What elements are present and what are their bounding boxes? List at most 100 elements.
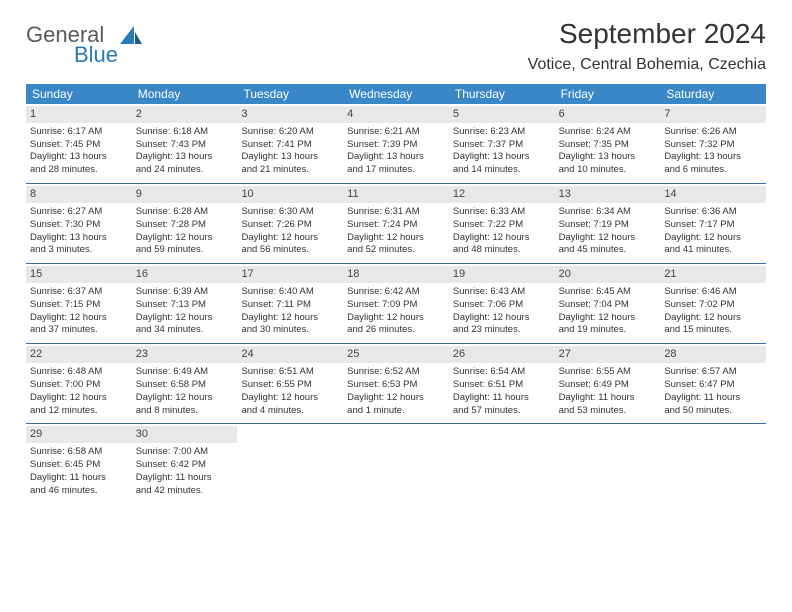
sunrise-text: Sunrise: 6:34 AM xyxy=(559,206,657,219)
daylight-text: Daylight: 11 hours xyxy=(30,472,128,485)
daylight-text: and 1 minute. xyxy=(347,405,445,418)
sunrise-text: Sunrise: 6:57 AM xyxy=(664,366,762,379)
sunset-text: Sunset: 7:37 PM xyxy=(453,139,551,152)
calendar-cell: 13Sunrise: 6:34 AMSunset: 7:19 PMDayligh… xyxy=(555,184,661,263)
day-number: 15 xyxy=(26,266,132,283)
sunset-text: Sunset: 7:39 PM xyxy=(347,139,445,152)
calendar: SundayMondayTuesdayWednesdayThursdayFrid… xyxy=(26,84,766,503)
sunrise-text: Sunrise: 7:00 AM xyxy=(136,446,234,459)
calendar-cell: 16Sunrise: 6:39 AMSunset: 7:13 PMDayligh… xyxy=(132,264,238,343)
day-number: 29 xyxy=(26,426,132,443)
sunset-text: Sunset: 7:22 PM xyxy=(453,219,551,232)
daylight-text: Daylight: 13 hours xyxy=(664,151,762,164)
daylight-text: Daylight: 12 hours xyxy=(30,312,128,325)
day-number: 30 xyxy=(132,426,238,443)
calendar-week: 1Sunrise: 6:17 AMSunset: 7:45 PMDaylight… xyxy=(26,104,766,184)
sunset-text: Sunset: 6:42 PM xyxy=(136,459,234,472)
day-number: 17 xyxy=(237,266,343,283)
day-number: 26 xyxy=(449,346,555,363)
calendar-cell: 7Sunrise: 6:26 AMSunset: 7:32 PMDaylight… xyxy=(660,104,766,183)
daylight-text: and 24 minutes. xyxy=(136,164,234,177)
title-block: September 2024 Votice, Central Bohemia, … xyxy=(528,18,766,74)
sunset-text: Sunset: 7:30 PM xyxy=(30,219,128,232)
sunrise-text: Sunrise: 6:52 AM xyxy=(347,366,445,379)
sunset-text: Sunset: 7:24 PM xyxy=(347,219,445,232)
daylight-text: and 41 minutes. xyxy=(664,244,762,257)
sunset-text: Sunset: 7:19 PM xyxy=(559,219,657,232)
sunrise-text: Sunrise: 6:43 AM xyxy=(453,286,551,299)
daylight-text: and 57 minutes. xyxy=(453,405,551,418)
sunset-text: Sunset: 7:13 PM xyxy=(136,299,234,312)
daylight-text: and 23 minutes. xyxy=(453,324,551,337)
calendar-cell: 24Sunrise: 6:51 AMSunset: 6:55 PMDayligh… xyxy=(237,344,343,423)
weekday-header: Friday xyxy=(555,84,661,104)
header: General Blue September 2024 Votice, Cent… xyxy=(26,18,766,74)
calendar-cell: 9Sunrise: 6:28 AMSunset: 7:28 PMDaylight… xyxy=(132,184,238,263)
day-number: 20 xyxy=(555,266,661,283)
daylight-text: Daylight: 13 hours xyxy=(30,151,128,164)
sunset-text: Sunset: 7:35 PM xyxy=(559,139,657,152)
calendar-cell: 27Sunrise: 6:55 AMSunset: 6:49 PMDayligh… xyxy=(555,344,661,423)
day-number: 11 xyxy=(343,186,449,203)
sunset-text: Sunset: 6:47 PM xyxy=(664,379,762,392)
sunrise-text: Sunrise: 6:54 AM xyxy=(453,366,551,379)
sunset-text: Sunset: 6:49 PM xyxy=(559,379,657,392)
calendar-week: 22Sunrise: 6:48 AMSunset: 7:00 PMDayligh… xyxy=(26,344,766,424)
daylight-text: and 50 minutes. xyxy=(664,405,762,418)
daylight-text: Daylight: 12 hours xyxy=(136,312,234,325)
sunset-text: Sunset: 6:51 PM xyxy=(453,379,551,392)
daylight-text: Daylight: 12 hours xyxy=(559,312,657,325)
daylight-text: and 10 minutes. xyxy=(559,164,657,177)
sunset-text: Sunset: 7:02 PM xyxy=(664,299,762,312)
sunrise-text: Sunrise: 6:24 AM xyxy=(559,126,657,139)
sunrise-text: Sunrise: 6:23 AM xyxy=(453,126,551,139)
daylight-text: and 3 minutes. xyxy=(30,244,128,257)
calendar-cell: 2Sunrise: 6:18 AMSunset: 7:43 PMDaylight… xyxy=(132,104,238,183)
sunset-text: Sunset: 7:28 PM xyxy=(136,219,234,232)
daylight-text: Daylight: 12 hours xyxy=(453,232,551,245)
day-number: 19 xyxy=(449,266,555,283)
daylight-text: Daylight: 12 hours xyxy=(136,232,234,245)
sunrise-text: Sunrise: 6:27 AM xyxy=(30,206,128,219)
calendar-cell: 19 Sunrise: 6:43 AMSunset: 7:06 PMDayligh… xyxy=(449,264,555,343)
daylight-text: and 56 minutes. xyxy=(241,244,339,257)
daylight-text: and 28 minutes. xyxy=(30,164,128,177)
daylight-text: Daylight: 13 hours xyxy=(453,151,551,164)
page-title: September 2024 xyxy=(528,18,766,50)
sunset-text: Sunset: 7:17 PM xyxy=(664,219,762,232)
sunset-text: Sunset: 6:53 PM xyxy=(347,379,445,392)
calendar-cell: 26Sunrise: 6:54 AMSunset: 6:51 PMDayligh… xyxy=(449,344,555,423)
sunrise-text: Sunrise: 6:30 AM xyxy=(241,206,339,219)
calendar-cell xyxy=(343,424,449,503)
daylight-text: Daylight: 11 hours xyxy=(664,392,762,405)
day-number: 6 xyxy=(555,106,661,123)
weekday-header: Saturday xyxy=(660,84,766,104)
logo-word-blue: Blue xyxy=(74,44,118,66)
day-number: 28 xyxy=(660,346,766,363)
calendar-cell xyxy=(660,424,766,503)
sunrise-text: Sunrise: 6:45 AM xyxy=(559,286,657,299)
calendar-cell: 22Sunrise: 6:48 AMSunset: 7:00 PMDayligh… xyxy=(26,344,132,423)
daylight-text: Daylight: 13 hours xyxy=(30,232,128,245)
calendar-cell: 30 Sunrise: 7:00 AMSunset: 6:42 PMDayligh… xyxy=(132,424,238,503)
sunset-text: Sunset: 7:32 PM xyxy=(664,139,762,152)
logo-sail-icon xyxy=(120,26,142,46)
calendar-cell: 3Sunrise: 6:20 AMSunset: 7:41 PMDaylight… xyxy=(237,104,343,183)
daylight-text: Daylight: 13 hours xyxy=(559,151,657,164)
daylight-text: and 45 minutes. xyxy=(559,244,657,257)
calendar-cell: 8Sunrise: 6:27 AMSunset: 7:30 PMDaylight… xyxy=(26,184,132,263)
day-number: 1 xyxy=(26,106,132,123)
sunrise-text: Sunrise: 6:20 AM xyxy=(241,126,339,139)
daylight-text: Daylight: 12 hours xyxy=(453,312,551,325)
day-number: 13 xyxy=(555,186,661,203)
daylight-text: and 6 minutes. xyxy=(664,164,762,177)
daylight-text: and 52 minutes. xyxy=(347,244,445,257)
location-subtitle: Votice, Central Bohemia, Czechia xyxy=(528,56,766,74)
daylight-text: Daylight: 11 hours xyxy=(136,472,234,485)
day-number: 22 xyxy=(26,346,132,363)
daylight-text: and 53 minutes. xyxy=(559,405,657,418)
daylight-text: Daylight: 12 hours xyxy=(30,392,128,405)
calendar-week: 8Sunrise: 6:27 AMSunset: 7:30 PMDaylight… xyxy=(26,184,766,264)
sunrise-text: Sunrise: 6:31 AM xyxy=(347,206,445,219)
sunset-text: Sunset: 7:06 PM xyxy=(453,299,551,312)
